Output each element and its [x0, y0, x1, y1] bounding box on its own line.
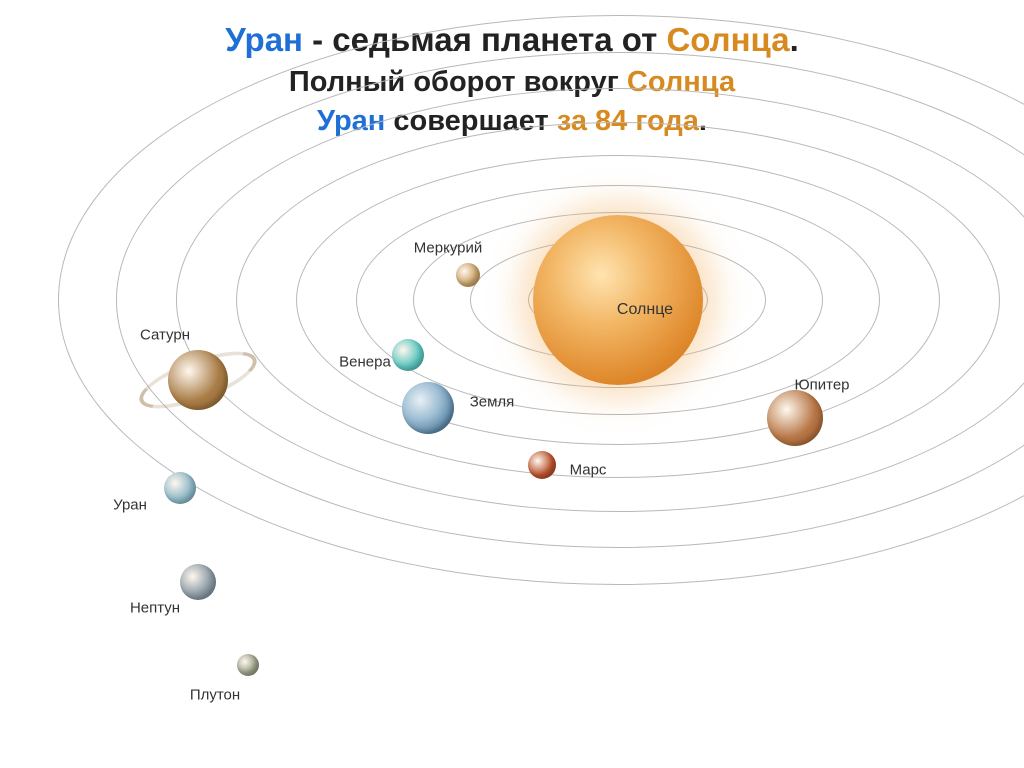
heading-years: за 84 года: [557, 105, 699, 137]
heading-line-2: Полный оборот вокруг Солнца: [0, 63, 1024, 102]
planet-label-нептун: Нептун: [130, 600, 180, 617]
heading: Уран - седьмая планета от Солнца. Полный…: [0, 0, 1024, 141]
heading-uranus: Уран: [225, 21, 303, 58]
saturn-ring: [133, 340, 263, 420]
planet-label-меркурий: Меркурий: [414, 240, 483, 257]
planet-label-плутон: Плутон: [190, 687, 240, 704]
planet-label-земля: Земля: [470, 394, 515, 411]
heading-line-1: Уран - седьмая планета от Солнца.: [0, 18, 1024, 63]
planet-земля: [402, 382, 454, 434]
planet-венера: [392, 339, 424, 371]
planet-плутон: [237, 654, 259, 676]
orbit-4: [356, 185, 880, 415]
orbit-2: [470, 238, 766, 362]
planet-label-сатурн: Сатурн: [140, 327, 190, 344]
planet-уран: [164, 472, 196, 504]
orbit-1: [528, 262, 708, 338]
sun: [533, 215, 703, 385]
planet-label-юпитер: Юпитер: [794, 377, 849, 394]
sun-label: Солнце: [617, 301, 673, 319]
planet-label-уран: Уран: [113, 497, 147, 514]
planet-меркурий: [456, 263, 480, 287]
planet-label-венера: Венера: [339, 354, 391, 371]
heading-line-3: Уран совершает за 84 года.: [0, 102, 1024, 141]
planet-нептун: [180, 564, 216, 600]
orbit-5: [296, 155, 940, 445]
planet-марс: [528, 451, 556, 479]
orbit-3: [413, 212, 823, 388]
planet-сатурн: [168, 350, 228, 410]
planet-юпитер: [767, 390, 823, 446]
orbit-7: [176, 88, 1024, 512]
orbit-6: [236, 122, 1000, 478]
heading-sun: Солнца: [666, 21, 789, 58]
planet-label-марс: Марс: [570, 462, 607, 479]
